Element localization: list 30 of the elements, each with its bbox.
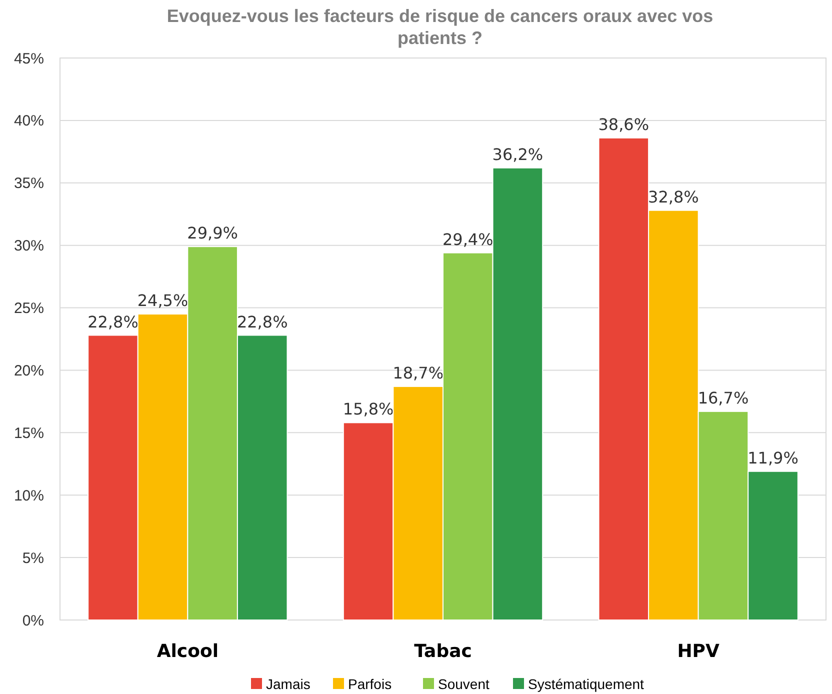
y-tick-label: 15% bbox=[14, 424, 44, 442]
x-tick-label: Tabac bbox=[414, 641, 472, 662]
y-tick-label: 35% bbox=[14, 175, 44, 192]
legend-label: Parfois bbox=[348, 676, 392, 692]
y-tick-label: 5% bbox=[22, 550, 44, 567]
y-tick-label: 10% bbox=[14, 487, 44, 504]
y-tick-label: 25% bbox=[14, 300, 44, 318]
data-label: 38,6% bbox=[598, 114, 650, 134]
chart-title: Evoquez-vous les facteurs de risque de cancers oraux avec vos patients ? bbox=[166, 6, 714, 48]
y-tick-label: 0% bbox=[22, 612, 44, 630]
data-label: 32,8% bbox=[648, 187, 699, 206]
x-tick-label: HPV bbox=[677, 641, 720, 662]
data-label: 29,4% bbox=[442, 230, 494, 249]
data-label: 22,8% bbox=[236, 312, 288, 332]
data-label: 36,2% bbox=[492, 144, 544, 164]
data-label: 29,9% bbox=[187, 224, 238, 243]
data-label: 22,8% bbox=[88, 312, 138, 332]
y-tick-label: 20% bbox=[14, 362, 44, 380]
y-tick-label: 40% bbox=[14, 112, 44, 130]
data-label: 18,7% bbox=[392, 363, 444, 382]
data-label: 15,8% bbox=[342, 400, 394, 419]
y-tick-label: 30% bbox=[14, 238, 44, 255]
data-label: 16,7% bbox=[698, 388, 749, 408]
data-label: 24,5% bbox=[137, 291, 188, 310]
legend-label: Souvent bbox=[438, 676, 490, 692]
x-tick-label: Alcool bbox=[156, 641, 219, 662]
y-tick-label: 45% bbox=[14, 50, 44, 68]
legend-label: Jamais bbox=[266, 676, 310, 692]
data-label: 11,9% bbox=[748, 448, 798, 468]
legend-label: Systématiquement bbox=[528, 676, 644, 692]
